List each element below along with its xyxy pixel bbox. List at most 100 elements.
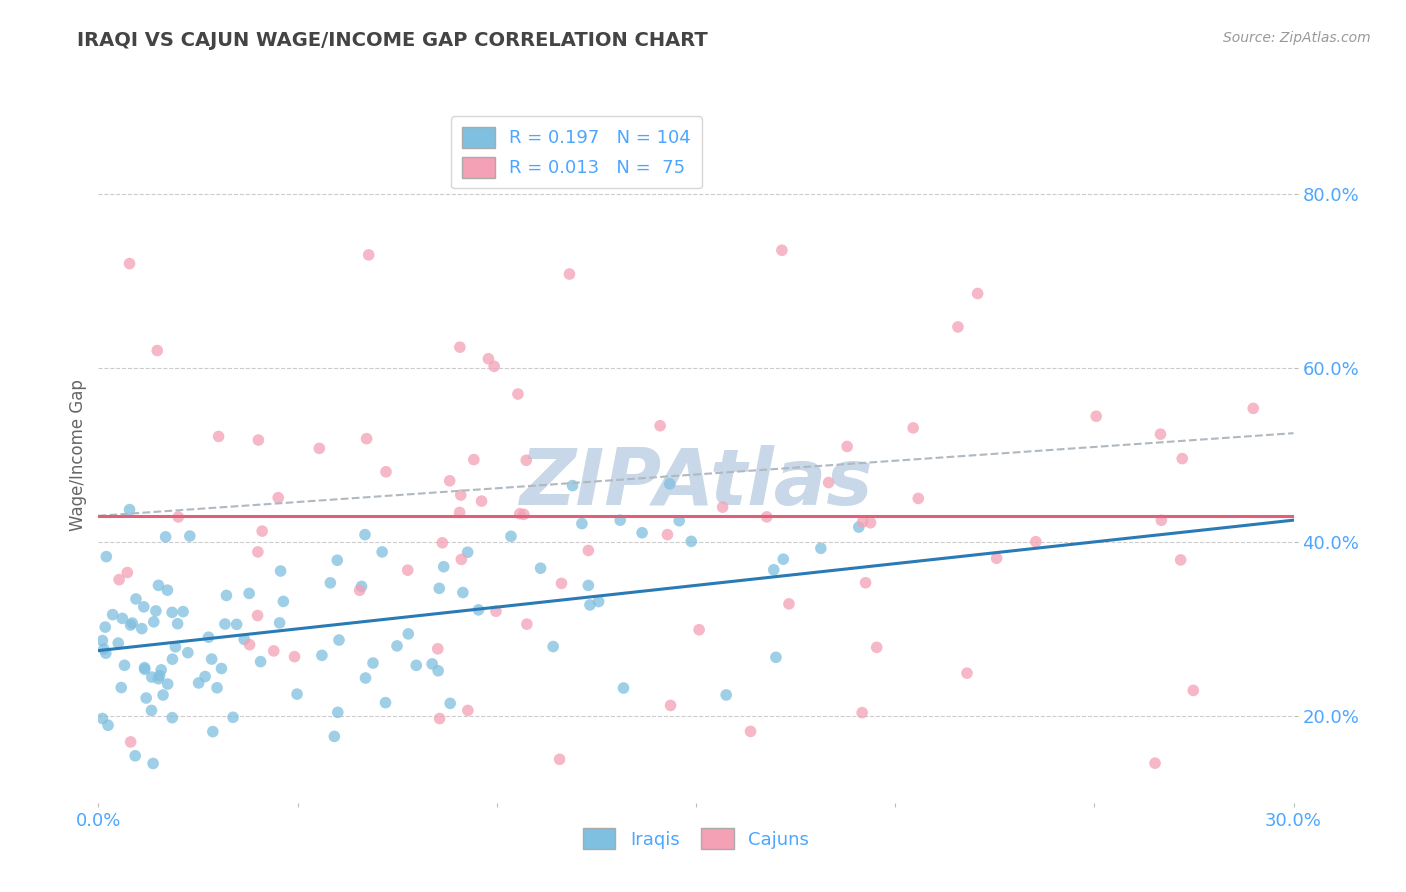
Point (152, 688, 174, 702)
Point (146, 343, 169, 358)
Point (311, 648, 333, 663)
Legend: Iraqis, Cajuns: Iraqis, Cajuns (575, 822, 817, 856)
Point (515, 453, 537, 467)
Point (162, 652, 184, 666)
Point (966, 286, 988, 301)
Point (1085, 409, 1108, 424)
Point (588, 594, 610, 608)
Point (755, 509, 778, 524)
Point (1182, 683, 1205, 698)
Point (650, 418, 672, 433)
Point (194, 669, 217, 683)
Point (579, 598, 602, 612)
Point (93, 642, 115, 657)
Point (688, 623, 710, 637)
Point (124, 748, 146, 763)
Point (118, 502, 141, 516)
Point (1144, 756, 1167, 771)
Point (848, 520, 870, 534)
Point (156, 583, 179, 598)
Point (513, 508, 536, 522)
Point (150, 663, 173, 677)
Point (239, 638, 262, 652)
Point (439, 474, 461, 488)
Point (308, 442, 330, 456)
Point (349, 583, 371, 598)
Point (740, 724, 762, 739)
Point (371, 545, 394, 559)
Point (246, 545, 269, 559)
Point (396, 563, 419, 577)
Point (471, 494, 494, 508)
Point (714, 688, 737, 702)
Point (765, 650, 787, 665)
Point (273, 594, 295, 608)
Point (101, 607, 124, 622)
Point (778, 597, 800, 611)
Point (451, 585, 474, 599)
Point (450, 552, 472, 566)
Point (233, 632, 256, 647)
Point (558, 267, 581, 281)
Point (148, 578, 170, 592)
Point (762, 563, 785, 577)
Point (810, 541, 832, 556)
Point (817, 475, 839, 490)
Point (439, 697, 461, 711)
Point (207, 429, 229, 443)
Point (427, 582, 450, 596)
Point (91, 633, 114, 648)
Point (97, 718, 120, 732)
Point (110, 681, 132, 695)
Point (499, 529, 522, 543)
Point (166, 616, 188, 631)
Point (433, 559, 456, 574)
Point (361, 656, 384, 670)
Point (541, 640, 564, 654)
Point (225, 617, 247, 632)
Point (142, 615, 165, 629)
Point (1171, 451, 1194, 466)
Point (135, 691, 157, 706)
Point (141, 670, 163, 684)
Point (668, 514, 690, 528)
Point (1150, 513, 1173, 527)
Point (851, 706, 873, 720)
Text: ZIPAtlas: ZIPAtlas (519, 445, 873, 521)
Point (837, 440, 859, 454)
Point (426, 641, 449, 656)
Point (356, 432, 378, 446)
Point (121, 616, 143, 631)
Point (249, 655, 271, 669)
Point (631, 525, 654, 540)
Point (457, 703, 479, 717)
Point (772, 552, 794, 566)
Point (450, 488, 472, 502)
Point (156, 677, 179, 691)
Point (711, 500, 734, 515)
Point (215, 589, 238, 603)
Point (197, 630, 219, 644)
Point (177, 646, 200, 660)
Point (354, 671, 377, 685)
Point (283, 649, 305, 664)
Point (657, 527, 679, 541)
Point (770, 244, 793, 258)
Point (571, 516, 593, 531)
Point (901, 421, 924, 435)
Point (529, 561, 551, 575)
Point (357, 248, 380, 262)
Point (107, 636, 129, 650)
Point (907, 491, 929, 506)
Point (859, 516, 882, 530)
Y-axis label: Wage/Income Gap: Wage/Income Gap (69, 379, 87, 531)
Point (516, 617, 538, 632)
Point (449, 340, 471, 354)
Point (285, 687, 308, 701)
Point (427, 664, 450, 678)
Point (201, 652, 224, 666)
Point (420, 657, 443, 671)
Point (201, 724, 224, 739)
Point (323, 730, 346, 744)
Point (449, 505, 471, 519)
